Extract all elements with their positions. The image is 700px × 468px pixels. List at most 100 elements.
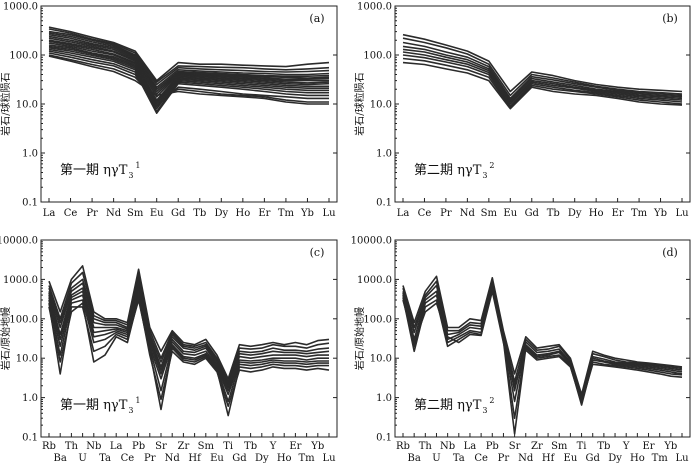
series-line-s10 (48, 42, 330, 103)
annotation-subscript: 3 (128, 171, 133, 180)
series-line-s16 (48, 52, 329, 107)
y-tick-label: 10.0 (370, 100, 392, 111)
y-tick-label: 0.1 (376, 433, 392, 444)
x-tick-label: Tb (193, 208, 206, 219)
panel-a: 0.1 1.0 10.0 100.0 1000.0 La Ce Pr Nd Sm Eu Gd Tb Dy H… (0, 2, 338, 219)
x-tick-label: Tb (597, 441, 610, 452)
panel-d: 0.11.010.0100.01000.010000.0RbBaThUNbTaL… (351, 236, 691, 464)
series-line-s13 (48, 47, 329, 110)
x-tick-label: La (397, 208, 410, 219)
y-tick-label: 0.1 (376, 198, 392, 209)
annotation-subscript: 3 (482, 406, 487, 415)
y-tick-label: 1.0 (22, 149, 38, 160)
x-tick-label: Gd (586, 453, 601, 463)
x-tick-label: Gd (171, 208, 186, 219)
x-tick-label: Dy (608, 453, 622, 463)
series-line-s2 (402, 37, 683, 97)
series-line-s5 (48, 33, 330, 90)
x-tick-label: Tm (278, 208, 295, 219)
x-tick-label: Ti (223, 441, 233, 452)
series-line-s9 (48, 40, 330, 101)
x-tick-label: Y (269, 441, 277, 452)
period-annotation: 第二期 ηγT (414, 163, 482, 178)
series-line-s6 (48, 287, 329, 392)
x-tick-label: Sm (481, 208, 498, 219)
x-tick-label: Ti (577, 441, 587, 452)
y-tick-label: 0.1 (22, 433, 38, 444)
x-tick-label: Tm (652, 453, 669, 463)
x-tick-label: Dy (568, 208, 582, 219)
x-tick-label: Nd (518, 453, 534, 463)
x-tick-label: Sm (127, 208, 144, 219)
y-tick-label: 100.0 (9, 314, 38, 325)
x-tick-label: Tb (244, 441, 257, 452)
x-tick-label: Yb (310, 441, 324, 452)
series-line-s9 (48, 299, 329, 417)
x-tick-label: Sm (198, 441, 215, 452)
x-tick-label: Lu (675, 453, 689, 463)
x-tick-label: Ba (408, 453, 421, 463)
series-line-s14 (48, 48, 329, 113)
y-tick-label: 100.0 (363, 51, 392, 62)
series-line-s8 (402, 57, 683, 109)
x-tick-label: U (432, 453, 440, 463)
panel-label: (d) (662, 246, 678, 259)
series-line-s7 (48, 290, 329, 396)
x-tick-label: Ta (453, 453, 465, 463)
annotation-superscript: 1 (135, 396, 140, 405)
series-line-s7 (48, 37, 330, 95)
x-tick-label: Ta (99, 453, 111, 463)
x-tick-label: Gd (232, 453, 247, 463)
x-tick-label: Eu (210, 453, 224, 463)
y-axis-label: 岩石/原始地幔 (0, 307, 12, 370)
x-tick-label: Er (289, 441, 301, 452)
annotation-superscript: 2 (489, 161, 494, 170)
x-tick-label: La (464, 441, 477, 452)
y-tick-label: 100.0 (9, 51, 38, 62)
x-tick-label: Er (258, 208, 270, 219)
series-line-s1 (402, 275, 683, 396)
y-tick-label: 1.0 (22, 393, 38, 404)
x-tick-label: Th (65, 441, 79, 452)
panel-c: 0.11.010.0100.01000.010000.0RbBaThUNbTaL… (0, 236, 338, 464)
panel-b: 0.1 1.0 10.0 100.0 1000.0 La Ce Pr Nd Sm Eu Gd Tb Dy H… (353, 2, 691, 219)
x-tick-label: Pb (486, 441, 499, 452)
series-line-s1 (48, 265, 330, 380)
series-line-s3 (48, 30, 330, 86)
annotation-superscript: 1 (135, 161, 140, 170)
x-tick-label: Sr (509, 441, 521, 452)
x-tick-label: Ce (64, 208, 78, 219)
x-tick-label: Dy (214, 208, 228, 219)
x-tick-label: Er (642, 441, 654, 452)
x-tick-label: La (43, 208, 56, 219)
x-tick-label: Lu (675, 208, 689, 219)
x-tick-label: Ho (630, 453, 645, 463)
x-tick-label: Lu (322, 208, 336, 219)
y-tick-label: 100.0 (363, 314, 392, 325)
series-line-s3 (402, 41, 683, 100)
series-line-s5 (402, 48, 683, 103)
x-tick-label: Ho (277, 453, 292, 463)
x-tick-label: Ho (589, 208, 604, 219)
series-line-s2 (48, 28, 330, 83)
y-tick-label: 10.0 (16, 100, 38, 111)
series-line-s3 (48, 276, 330, 385)
y-tick-label: 1000.0 (357, 2, 392, 13)
series-line-s4 (402, 282, 683, 403)
y-tick-label: 1000.0 (3, 2, 38, 13)
series-line-s6 (402, 287, 683, 435)
series-line-s15 (48, 50, 329, 114)
x-tick-label: Yb (300, 208, 314, 219)
x-tick-label: Tm (299, 453, 316, 463)
x-tick-label: Pr (144, 453, 156, 463)
x-tick-label: Lu (322, 453, 336, 463)
y-axis-label: 岩石/球粒陨石 (353, 72, 366, 135)
x-tick-label: Ba (54, 453, 67, 463)
x-tick-label: Hf (542, 453, 556, 463)
x-tick-label: Dy (255, 453, 269, 463)
x-tick-label: Ce (474, 453, 488, 463)
series-line-s4 (48, 280, 330, 387)
series-line-s12 (48, 45, 329, 107)
x-tick-label: Th (419, 441, 433, 452)
